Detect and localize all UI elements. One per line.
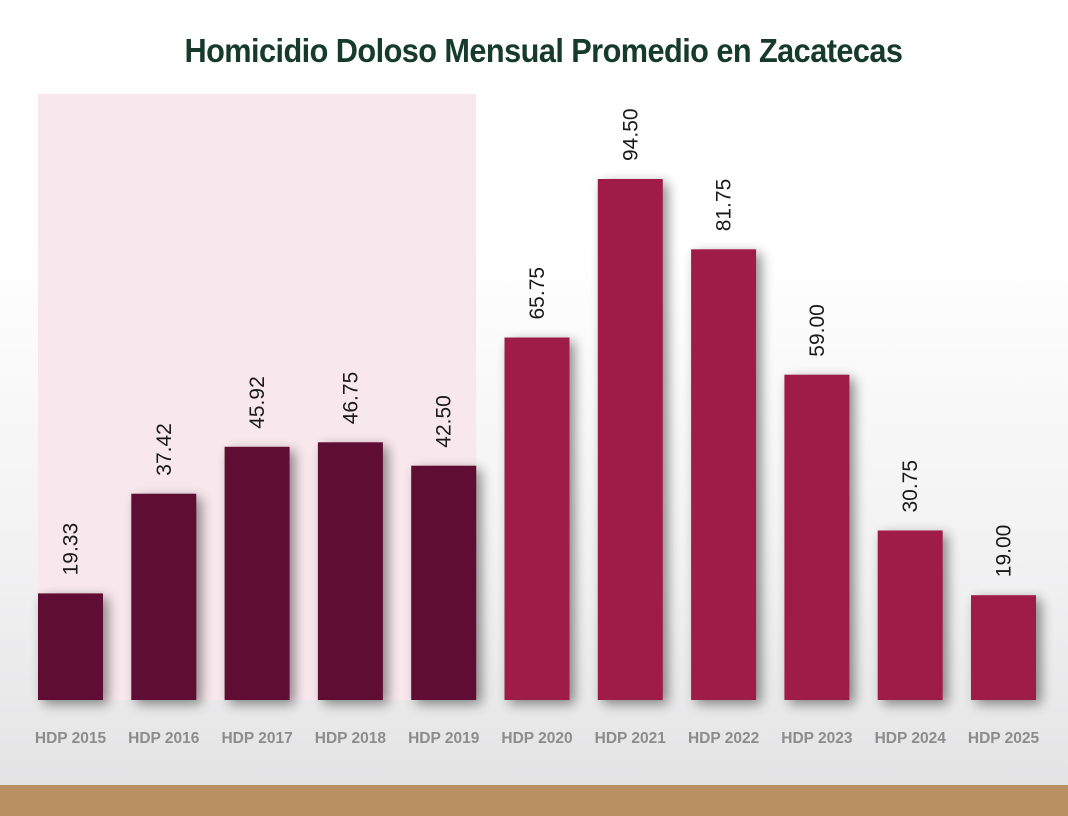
value-label-hdp-2023: 59.00 [806, 304, 829, 357]
category-label-hdp-2017: HDP 2017 [221, 730, 292, 747]
value-label-hdp-2019: 42.50 [433, 395, 456, 448]
category-label-hdp-2021: HDP 2021 [595, 730, 667, 747]
value-label-hdp-2017: 45.92 [246, 376, 269, 429]
value-labels-layer: 19.33 37.42 45.92 46.75 42.50 65.75 94.50 81.75… [60, 108, 1016, 577]
chart-title: Homicidio Doloso Mensual Promedio en Zac… [184, 32, 903, 69]
bar-hdp-2022 [691, 249, 757, 701]
bar-hdp-2017 [224, 446, 290, 700]
category-label-hdp-2016: HDP 2016 [128, 730, 200, 747]
value-label-hdp-2022: 81.75 [713, 179, 736, 232]
bar-hdp-2016 [131, 493, 197, 700]
category-label-hdp-2022: HDP 2022 [688, 730, 759, 747]
category-label-hdp-2023: HDP 2023 [781, 730, 853, 747]
category-label-hdp-2024: HDP 2024 [875, 730, 947, 747]
category-label-hdp-2015: HDP 2015 [35, 730, 107, 747]
bar-hdp-2019 [411, 465, 477, 700]
value-label-hdp-2015: 19.33 [60, 523, 83, 576]
category-label-hdp-2018: HDP 2018 [315, 730, 387, 747]
value-label-hdp-2020: 65.75 [526, 267, 549, 320]
category-label-hdp-2019: HDP 2019 [408, 730, 480, 747]
bar-hdp-2025 [971, 595, 1036, 700]
value-label-hdp-2021: 94.50 [619, 108, 642, 161]
bar-hdp-2020 [504, 337, 570, 700]
bar-hdp-2021 [597, 179, 663, 700]
bar-hdp-2018 [317, 442, 383, 700]
category-labels-layer: HDP 2015 HDP 2016 HDP 2017 HDP 2018 HDP 2019… [35, 730, 1040, 747]
bar-hdp-2024 [877, 530, 943, 700]
value-label-hdp-2024: 30.75 [899, 460, 922, 513]
bar-hdp-2015 [38, 593, 103, 700]
bar-hdp-2023 [784, 374, 850, 700]
category-label-hdp-2025: HDP 2025 [968, 730, 1040, 747]
value-label-hdp-2016: 37.42 [153, 423, 176, 476]
value-label-hdp-2018: 46.75 [339, 372, 362, 425]
bottom-band [0, 785, 1068, 816]
bars-layer [38, 179, 1036, 701]
category-label-hdp-2020: HDP 2020 [501, 730, 572, 747]
value-label-hdp-2025: 19.00 [993, 525, 1016, 578]
